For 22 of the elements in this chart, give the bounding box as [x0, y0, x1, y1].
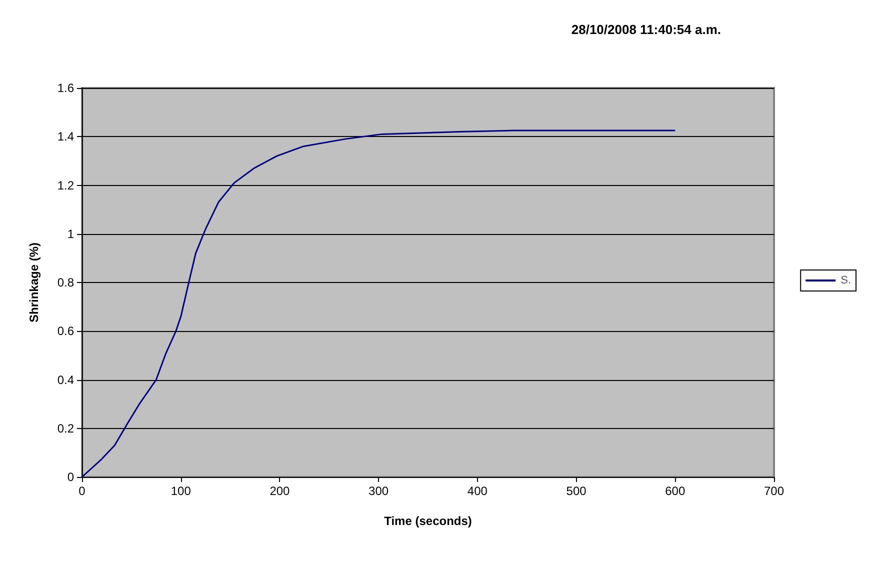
- x-tick-label: 300: [368, 484, 389, 498]
- y-tick-label: 0.8: [57, 276, 74, 290]
- y-tick-label: 0: [67, 470, 74, 484]
- x-tick-label: 500: [566, 484, 587, 498]
- x-tick-label: 400: [467, 484, 488, 498]
- y-tick-label: 1: [67, 226, 74, 241]
- x-tick-label: 0: [78, 484, 86, 498]
- x-axis-title: Time (seconds): [384, 514, 472, 528]
- y-tick-label: 0.4: [57, 372, 74, 387]
- y-tick-label: 0.2: [57, 421, 74, 436]
- y-tick-label: 0.6: [57, 324, 74, 338]
- line-series: [81, 130, 676, 478]
- x-tick-label: 700: [764, 484, 784, 498]
- y-tick-label: 1.4: [57, 130, 74, 144]
- y-tick-label: 1.2: [57, 178, 74, 192]
- legend-label: S.: [840, 274, 852, 286]
- x-tick-label: 100: [170, 484, 192, 498]
- x-tick-label: 200: [270, 484, 290, 498]
- x-tick-label: 600: [665, 484, 686, 498]
- chart-title: 28/10/2008 11:40:54 a.m.: [571, 22, 722, 37]
- y-axis-title: Shrinkage (%): [27, 242, 41, 323]
- y-tick-label: 1.6: [57, 81, 74, 95]
